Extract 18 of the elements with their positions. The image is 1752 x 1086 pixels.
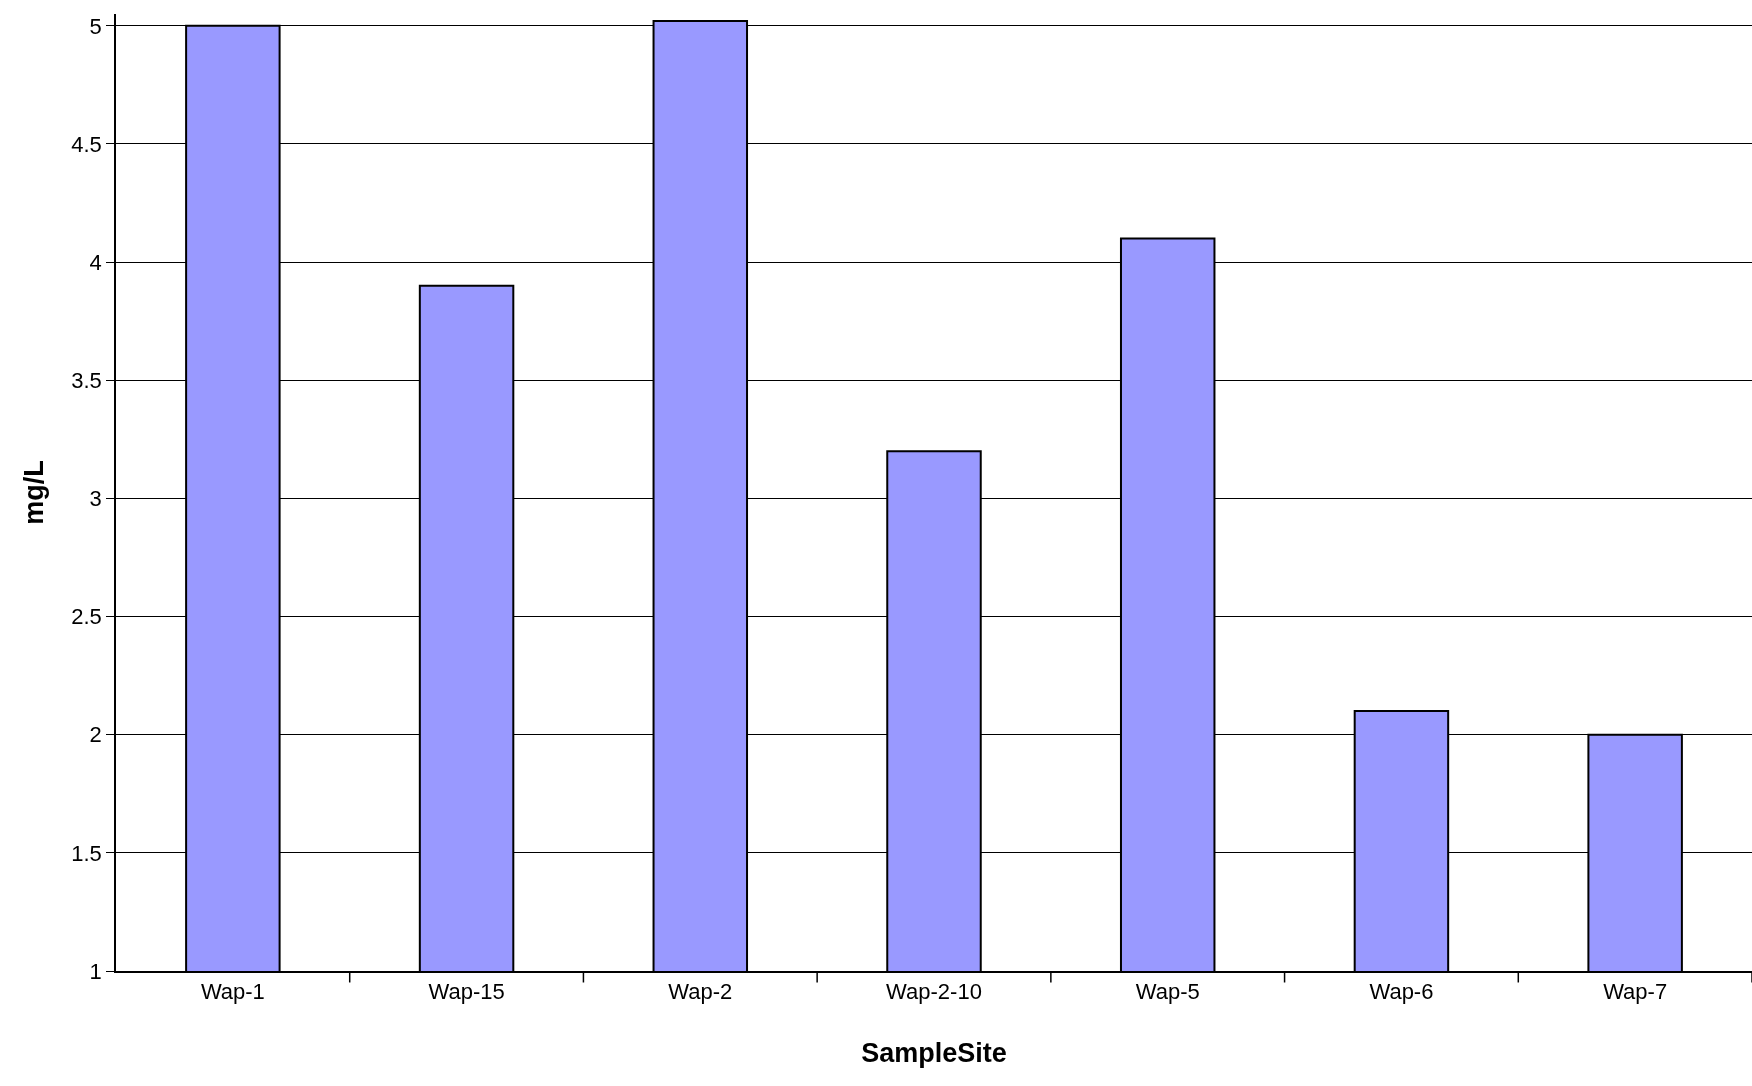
x-axis-title: SampleSite (861, 1038, 1007, 1069)
y-axis-title: mg/L (18, 460, 49, 525)
x-tick-label: Wap-2 (668, 979, 733, 1005)
y-tick-label: 2.5 (71, 604, 102, 630)
x-tick-label: Wap-15 (428, 979, 505, 1005)
y-tick-label: 4 (89, 249, 102, 275)
y-tick-label: 2 (89, 722, 102, 748)
x-tick-label: Wap-7 (1603, 979, 1668, 1005)
y-tick-label: 3.5 (71, 367, 102, 393)
x-tick-label: Wap-1 (200, 979, 265, 1005)
y-tick-label: 3 (89, 486, 102, 512)
x-tick-label: Wap-5 (1135, 979, 1200, 1005)
x-tick-label: Wap-2-10 (886, 979, 982, 1005)
x-tick-label: Wap-6 (1369, 979, 1434, 1005)
y-tick-label: 5 (89, 13, 102, 39)
y-tick-label: 1 (89, 958, 102, 984)
y-tick-label: 1.5 (71, 840, 102, 866)
y-tick-label: 4.5 (71, 131, 102, 157)
